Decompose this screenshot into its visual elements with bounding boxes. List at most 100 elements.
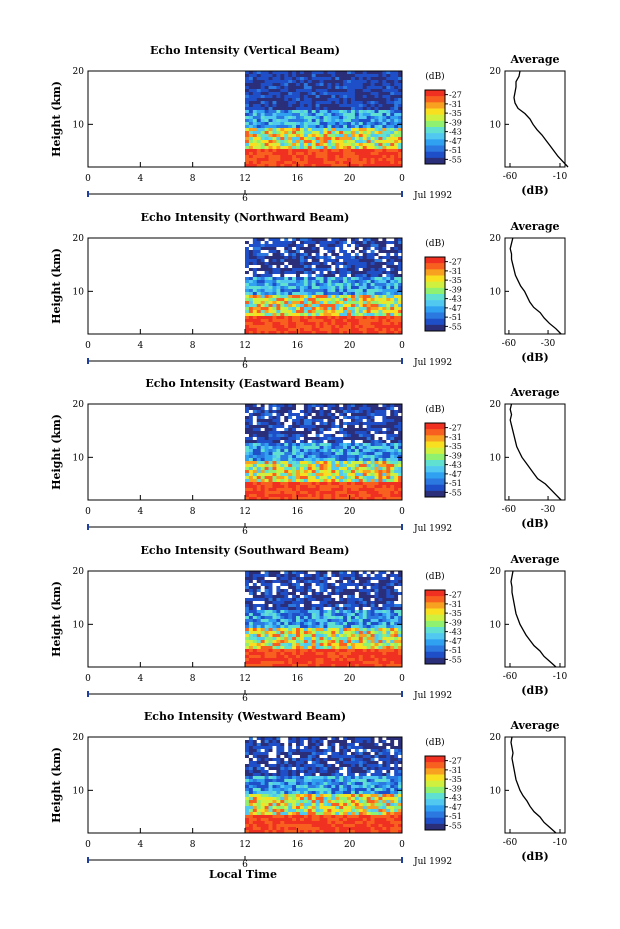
average-y-tick-label: 10 [490, 120, 502, 130]
colorbar-tick-label: -47 [449, 470, 462, 479]
x-tick-label: 0 [85, 507, 91, 517]
colorbar-unit: (dB) [425, 737, 444, 748]
panel-0: Echo Intensity (Vertical Beam) 0 4 8 12 16 20 0… [50, 44, 569, 204]
x-tick-label: 0 [399, 341, 405, 351]
date-label: Jul 1992 [413, 358, 452, 368]
average-y-tick-label: 20 [490, 234, 502, 244]
day-marker: 6 [242, 361, 248, 371]
colorbar-segment [425, 490, 445, 498]
x-axis-label: Local Time [209, 868, 277, 881]
colorbar-segment [425, 423, 445, 430]
colorbar-segment [425, 620, 445, 628]
x-tick-label: 0 [85, 341, 91, 351]
panel-4: Echo Intensity (Westward Beam) 0 4 8 12 16 20 0… [50, 710, 568, 870]
colorbar-segment [425, 318, 445, 326]
x-tick-label: 20 [344, 840, 356, 850]
x-tick-label: 8 [190, 507, 196, 517]
x-tick-label: 16 [292, 341, 304, 351]
colorbar-segment [425, 608, 445, 615]
y-tick-label: 20 [73, 567, 85, 577]
day-marker: 6 [242, 694, 248, 704]
colorbar-tick-label: -31 [449, 100, 462, 109]
x-tick-label: 4 [137, 507, 143, 517]
colorbar-tick-label: -47 [449, 803, 462, 812]
colorbar-tick-label: -43 [449, 295, 462, 304]
colorbar-tick-label: -31 [449, 433, 462, 442]
colorbar-segment [425, 478, 445, 485]
average-profile-line [510, 736, 557, 834]
y-tick-label: 10 [73, 786, 85, 796]
colorbar-tick-label: -39 [449, 285, 462, 294]
colorbar-segment [425, 429, 445, 436]
colorbar-segment [425, 114, 445, 122]
y-tick-label: 10 [73, 287, 85, 297]
average-x-tick-label: -30 [541, 505, 556, 515]
y-tick-label: 20 [73, 400, 85, 410]
average-x-tick-label: -60 [502, 339, 517, 349]
colorbar-segment [425, 762, 445, 769]
x-tick-label: 16 [292, 674, 304, 684]
average-x-label: (dB) [521, 351, 548, 364]
x-tick-label: 12 [239, 507, 250, 517]
colorbar-unit: (dB) [425, 71, 444, 82]
average-y-tick-label: 20 [490, 400, 502, 410]
average-x-tick-label: -10 [553, 172, 568, 182]
average-title: Average [509, 53, 559, 66]
colorbar-frame [424, 755, 446, 831]
colorbar-segment [425, 275, 445, 282]
colorbar-tick-label: -39 [449, 618, 462, 627]
average-x-tick-label: -60 [503, 838, 518, 848]
colorbar-tick-label: -27 [449, 424, 462, 433]
x-tick-label: 0 [85, 840, 91, 850]
average-y-tick-label: 20 [490, 67, 502, 77]
colorbar-segment [425, 281, 445, 289]
x-tick-label: 20 [344, 341, 356, 351]
average-x-tick-label: -60 [503, 672, 518, 682]
colorbar-tick-label: -43 [449, 628, 462, 637]
colorbar-segment [425, 324, 445, 332]
average-frame [504, 237, 566, 335]
average-x-tick-label: -10 [553, 672, 568, 682]
panel-title: Echo Intensity (Northward Beam) [141, 211, 350, 224]
colorbar-segment [425, 817, 445, 825]
colorbar-segment [425, 145, 445, 152]
colorbar-segment [425, 596, 445, 603]
colorbar-tick-label: -51 [449, 313, 462, 322]
colorbar-segment [425, 96, 445, 103]
panel-title: Echo Intensity (Westward Beam) [144, 710, 346, 723]
average-title: Average [509, 719, 559, 732]
y-axis-label: Height (km) [50, 747, 63, 823]
colorbar-segment [425, 108, 445, 115]
colorbar-segment [425, 472, 445, 479]
x-tick-label: 12 [239, 840, 250, 850]
colorbar-segment [425, 651, 445, 659]
colorbar-tick-label: -39 [449, 451, 462, 460]
colorbar-tick-label: -43 [449, 461, 462, 470]
x-tick-label: 20 [344, 674, 356, 684]
average-profile-line [509, 237, 562, 335]
average-profile-line [509, 403, 562, 501]
colorbar-segment [425, 460, 445, 467]
average-profile-line [513, 70, 569, 168]
colorbar-tick-label: -35 [449, 276, 462, 285]
average-x-tick-label: -30 [541, 339, 556, 349]
average-y-tick-label: 20 [490, 567, 502, 577]
colorbar-segment [425, 447, 445, 455]
panel-1: Echo Intensity (Northward Beam) 0 4 8 12 16 20… [50, 211, 566, 371]
colorbar-tick-label: -43 [449, 128, 462, 137]
colorbar-tick-label: -47 [449, 637, 462, 646]
panel-title: Echo Intensity (Vertical Beam) [150, 44, 340, 57]
colorbar-tick-label: -27 [449, 591, 462, 600]
heatmap-cells [245, 404, 403, 501]
x-tick-label: 12 [239, 674, 250, 684]
colorbar-segment [425, 441, 445, 448]
average-x-tick-label: -60 [502, 505, 517, 515]
colorbar-segment [425, 312, 445, 319]
colorbar-segment [425, 484, 445, 492]
colorbar-segment [425, 257, 445, 264]
colorbar-tick-label: -47 [449, 304, 462, 313]
panel-2: Echo Intensity (Eastward Beam) 0 4 8 12 16 20 0… [50, 377, 566, 537]
colorbar-tick-label: -51 [449, 146, 462, 155]
average-title: Average [509, 386, 559, 399]
